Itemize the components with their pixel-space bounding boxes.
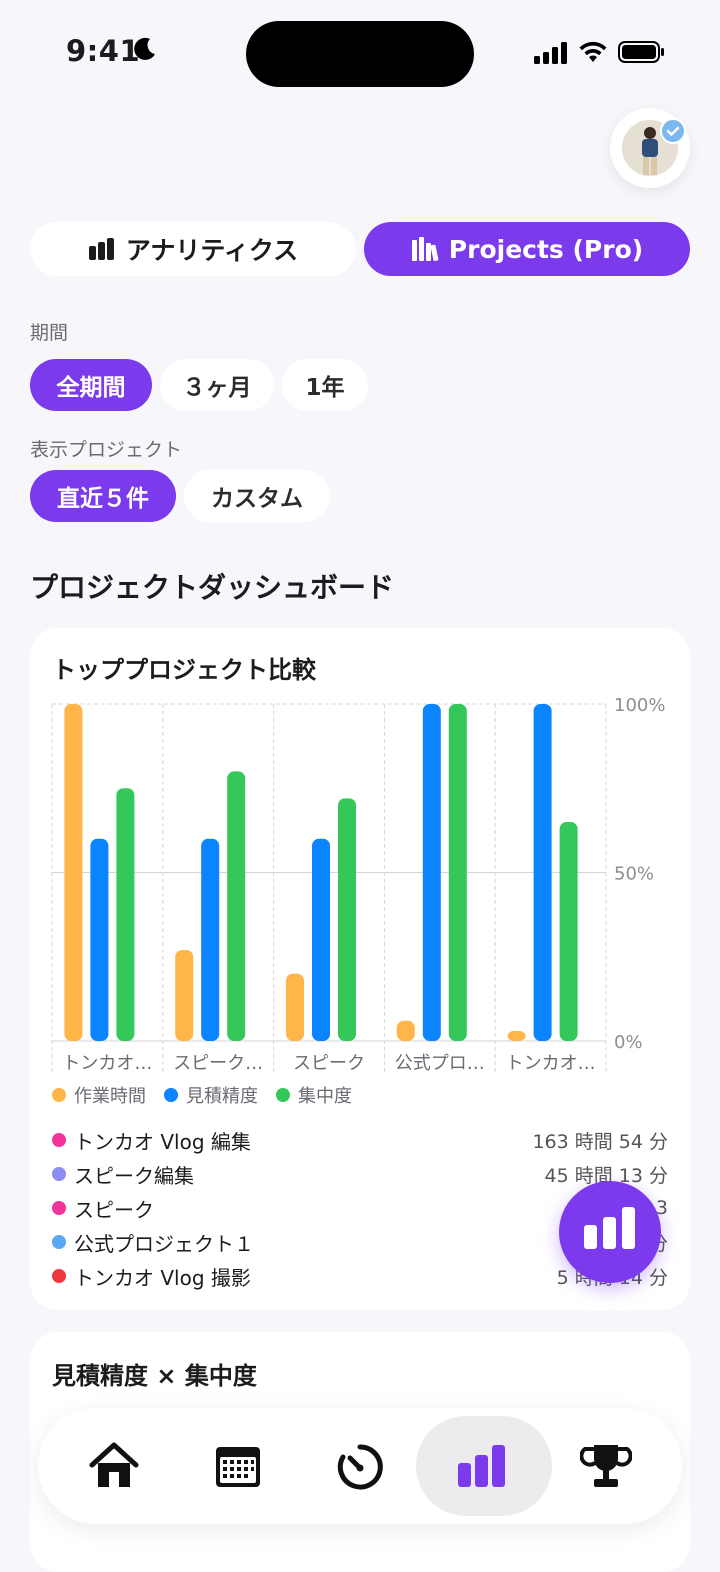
bar-focus [116, 788, 135, 1041]
period-1year-chip[interactable]: 1年 [282, 359, 368, 411]
battery-icon [618, 41, 664, 63]
tab-projects[interactable]: Projects (Pro) [364, 222, 690, 276]
books-icon [411, 237, 439, 261]
project-row[interactable]: スピーク 3 [52, 1193, 668, 1223]
bar-estimate-accuracy [422, 704, 441, 1041]
project-filter-label: 表示プロジェクト [30, 439, 183, 461]
bar-chart-icon [88, 238, 114, 260]
project-name: 公式プロジェクト１ [52, 1228, 254, 1257]
project-total-time: 163 時間 54 分 [532, 1130, 668, 1153]
legend-dot [276, 1088, 290, 1102]
project-row[interactable]: トンカオ Vlog 編集 163 時間 54 分 [52, 1125, 668, 1155]
project-color-dot [52, 1269, 66, 1283]
x-tick-label: スピーク [293, 1053, 365, 1074]
analytics-icon[interactable] [456, 1441, 508, 1491]
recent-5-chip[interactable]: 直近５件 [30, 470, 176, 522]
legend-label: 作業時間 [74, 1086, 146, 1107]
home-icon[interactable] [88, 1441, 140, 1491]
timer-icon[interactable] [334, 1441, 386, 1491]
legend-dot [52, 1088, 66, 1102]
bar-work-time [507, 1030, 526, 1041]
project-row[interactable]: スピーク編集 45 時間 13 分 [52, 1159, 668, 1189]
project-name-label: スピーク編集 [74, 1163, 194, 1188]
wifi-icon [579, 41, 607, 62]
period-label: 期間 [30, 322, 69, 344]
period-all-chip[interactable]: 全期間 [30, 359, 152, 411]
legend-item: 作業時間 [52, 1082, 146, 1108]
x-tick-label: トンカオ… [62, 1053, 152, 1074]
tab-projects-label: Projects (Pro) [448, 234, 644, 264]
bar-estimate-accuracy [312, 838, 330, 1041]
bar-focus [227, 771, 246, 1041]
project-name: スピーク [52, 1194, 154, 1223]
project-name: トンカオ Vlog 編集 [52, 1126, 251, 1155]
project-color-dot [52, 1201, 66, 1215]
legend-item: 集中度 [276, 1082, 352, 1108]
bar-work-time [286, 973, 304, 1041]
calendar-icon[interactable] [212, 1441, 264, 1491]
x-tick-label: トンカオ… [506, 1053, 596, 1074]
project-total-time: 45 時間 13 分 [544, 1164, 668, 1187]
avatar [622, 120, 678, 176]
project-name-label: 公式プロジェクト１ [74, 1231, 254, 1256]
bar-focus [448, 704, 467, 1041]
y-tick-label: 100% [614, 695, 665, 716]
comparison-chart: 0% 50% 100% トンカオ… スピーク… スピーク 公式プロ… トンカオ… [51, 695, 665, 1074]
project-name-label: トンカオ Vlog 撮影 [74, 1265, 251, 1290]
y-tick-label: 0% [614, 1032, 643, 1053]
accuracy-card-title: 見積精度 × 集中度 [52, 1362, 257, 1390]
moon-icon [134, 37, 155, 60]
dashboard-title: プロジェクトダッシュボード [30, 571, 395, 604]
chart-legend: 作業時間 見積精度 集中度 [52, 1082, 352, 1108]
project-color-dot [52, 1133, 66, 1147]
bar-chart-icon [584, 1207, 635, 1249]
bar-work-time [64, 704, 83, 1041]
project-color-dot [52, 1167, 66, 1181]
bar-work-time [175, 950, 194, 1041]
x-tick-label: スピーク… [173, 1053, 263, 1074]
bar-estimate-accuracy [201, 838, 220, 1041]
stats-fab-button[interactable] [559, 1181, 661, 1283]
project-name-label: トンカオ Vlog 編集 [74, 1129, 251, 1154]
x-tick-label: 公式プロ… [395, 1053, 485, 1074]
legend-label: 見積精度 [186, 1086, 258, 1107]
comparison-card-title: トッププロジェクト比較 [52, 656, 316, 684]
custom-chip[interactable]: カスタム [184, 470, 330, 522]
project-name-label: スピーク [74, 1197, 154, 1222]
profile-avatar-button[interactable] [610, 108, 690, 188]
bottom-tab-bar [38, 1408, 682, 1524]
legend-dot [164, 1088, 178, 1102]
project-color-dot [52, 1235, 66, 1249]
signal-icon [534, 42, 567, 64]
status-time: 9:41 [66, 34, 141, 68]
y-tick-label: 50% [614, 864, 654, 885]
bar-focus [559, 821, 578, 1041]
tab-analytics[interactable]: アナリティクス [30, 222, 356, 276]
trophy-icon[interactable] [580, 1441, 632, 1491]
tab-analytics-label: アナリティクス [125, 236, 299, 265]
legend-label: 集中度 [298, 1086, 352, 1107]
verified-badge-icon [660, 118, 686, 144]
bar-estimate-accuracy [533, 704, 552, 1041]
project-name: スピーク編集 [52, 1160, 194, 1189]
bar-focus [338, 798, 356, 1041]
project-name: トンカオ Vlog 撮影 [52, 1262, 251, 1291]
legend-item: 見積精度 [164, 1082, 258, 1108]
period-3months-chip[interactable]: ３ヶ月 [160, 359, 274, 411]
project-total-time: 3 [655, 1197, 668, 1219]
bar-estimate-accuracy [90, 838, 109, 1041]
bar-work-time [396, 1020, 415, 1041]
dynamic-island [246, 21, 474, 87]
